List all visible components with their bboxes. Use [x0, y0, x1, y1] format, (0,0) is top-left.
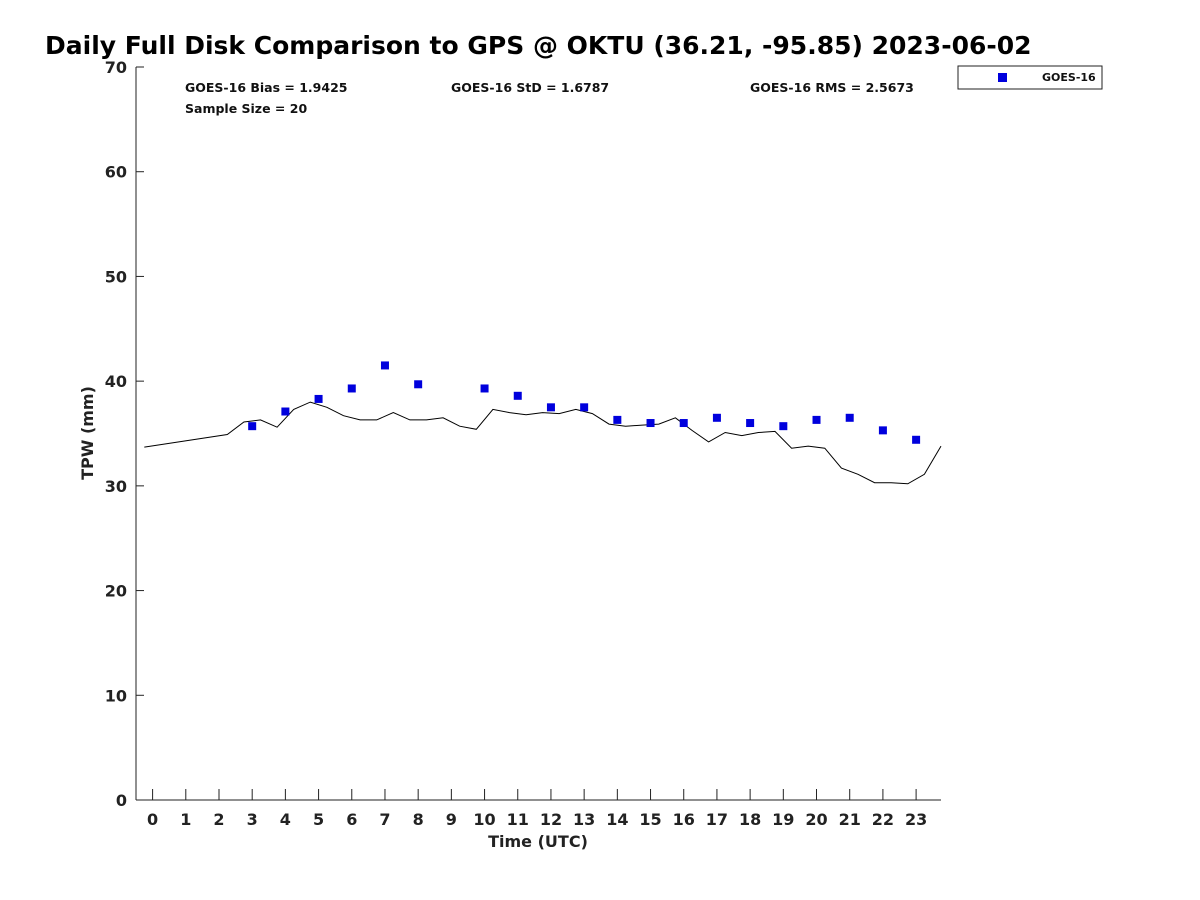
y-tick-label: 10: [105, 686, 127, 705]
x-tick-label: 15: [639, 810, 661, 829]
goes-16-point: [480, 384, 489, 393]
goes-16-point: [912, 435, 921, 444]
x-tick-label: 19: [772, 810, 794, 829]
goes-16-point: [580, 403, 589, 412]
legend-marker-goes-16: [998, 73, 1007, 82]
goes-16-point: [679, 419, 688, 428]
goes-16-point: [281, 407, 290, 416]
x-tick-label: 12: [540, 810, 562, 829]
legend-label-goes-16: GOES-16: [1042, 71, 1096, 84]
x-axis-label: Time (UTC): [488, 832, 588, 851]
x-tick-label: 21: [839, 810, 861, 829]
x-tick-label: 8: [413, 810, 424, 829]
x-tick-label: 0: [147, 810, 158, 829]
y-tick-label: 0: [116, 791, 127, 810]
x-tick-label: 17: [706, 810, 728, 829]
gps-series: [144, 401, 942, 485]
y-tick-label: 20: [105, 582, 127, 601]
sample-size-stat: Sample Size = 20: [185, 101, 307, 116]
x-tick-label: 1: [180, 810, 191, 829]
goes-16-point: [712, 413, 721, 422]
x-tick-label: 5: [313, 810, 324, 829]
y-tick-label: 40: [105, 372, 127, 391]
chart-title: Daily Full Disk Comparison to GPS @ OKTU…: [45, 31, 1032, 60]
x-tick-label: 18: [739, 810, 761, 829]
legend: GOES-16: [957, 65, 1103, 90]
x-tick-label: 6: [346, 810, 357, 829]
goes-16-point: [380, 361, 389, 370]
y-tick-label: 30: [105, 477, 127, 496]
goes-16-point: [845, 413, 854, 422]
goes-16-point: [414, 380, 423, 389]
statistics-annotations: GOES-16 Bias = 1.9425 GOES-16 StD = 1.67…: [185, 80, 914, 116]
goes-16-point: [646, 419, 655, 428]
x-tick-label: 9: [446, 810, 457, 829]
y-axis-ticks: 0 10 20 30 40 50 60 70: [105, 58, 144, 810]
goes-16-point: [613, 415, 622, 424]
axes: [135, 67, 941, 801]
bias-stat: GOES-16 Bias = 1.9425: [185, 80, 347, 95]
goes-16-point: [746, 419, 755, 428]
goes-16-point: [812, 415, 821, 424]
x-tick-label: 10: [473, 810, 495, 829]
std-stat: GOES-16 StD = 1.6787: [451, 80, 609, 95]
y-tick-label: 60: [105, 163, 127, 182]
goes-16-point: [878, 426, 887, 435]
y-tick-label: 70: [105, 58, 127, 77]
x-tick-label: 2: [213, 810, 224, 829]
y-tick-label: 50: [105, 267, 127, 286]
goes-16-point: [513, 391, 522, 400]
x-tick-label: 20: [805, 810, 827, 829]
x-tick-label: 16: [673, 810, 695, 829]
rms-stat: GOES-16 RMS = 2.5673: [750, 80, 914, 95]
x-tick-label: 13: [573, 810, 595, 829]
goes-16-point: [779, 422, 788, 431]
y-axis-label: TPW (mm): [78, 386, 97, 480]
x-tick-label: 14: [606, 810, 628, 829]
goes-16-point: [314, 394, 323, 403]
x-tick-label: 22: [872, 810, 894, 829]
goes-16-point: [546, 403, 555, 412]
x-tick-label: 4: [280, 810, 291, 829]
gps-line: [144, 401, 942, 485]
x-tick-label: 11: [507, 810, 529, 829]
x-tick-label: 23: [905, 810, 927, 829]
x-axis-ticks: 0 1 2 3 4 5 6 7 8 9 10 11 12 13 14 15 16 17 18 19 20 21 22 23: [147, 789, 927, 829]
goes-16-point: [248, 422, 257, 431]
goes-16-point: [347, 384, 356, 393]
x-tick-label: 7: [379, 810, 390, 829]
x-tick-label: 3: [247, 810, 258, 829]
goes-16-series: [248, 361, 921, 444]
legend-box: [957, 65, 1103, 90]
